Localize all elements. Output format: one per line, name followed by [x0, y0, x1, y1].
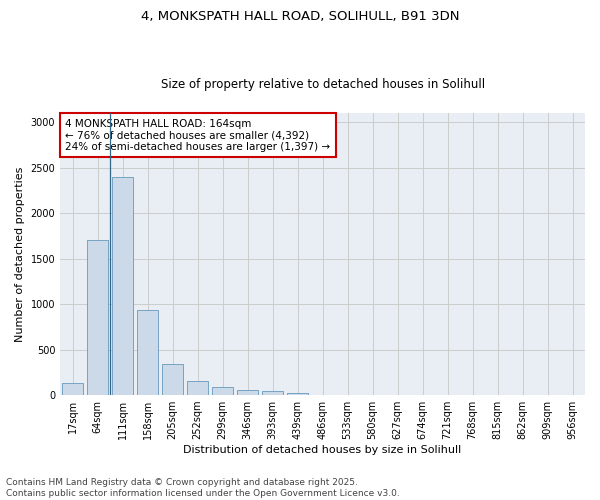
Bar	[62, 384, 83, 395]
Bar	[237, 390, 258, 395]
Bar	[87, 240, 108, 395]
Bar	[212, 387, 233, 395]
Bar	[262, 392, 283, 395]
Bar	[162, 364, 183, 395]
Text: 4 MONKSPATH HALL ROAD: 164sqm
← 76% of detached houses are smaller (4,392)
24% o: 4 MONKSPATH HALL ROAD: 164sqm ← 76% of d…	[65, 118, 331, 152]
Text: Contains HM Land Registry data © Crown copyright and database right 2025.
Contai: Contains HM Land Registry data © Crown c…	[6, 478, 400, 498]
Bar	[287, 394, 308, 395]
Bar	[187, 382, 208, 395]
X-axis label: Distribution of detached houses by size in Solihull: Distribution of detached houses by size …	[184, 445, 462, 455]
Title: Size of property relative to detached houses in Solihull: Size of property relative to detached ho…	[161, 78, 485, 91]
Text: 4, MONKSPATH HALL ROAD, SOLIHULL, B91 3DN: 4, MONKSPATH HALL ROAD, SOLIHULL, B91 3D…	[141, 10, 459, 23]
Y-axis label: Number of detached properties: Number of detached properties	[15, 166, 25, 342]
Bar	[137, 310, 158, 395]
Bar	[112, 176, 133, 395]
